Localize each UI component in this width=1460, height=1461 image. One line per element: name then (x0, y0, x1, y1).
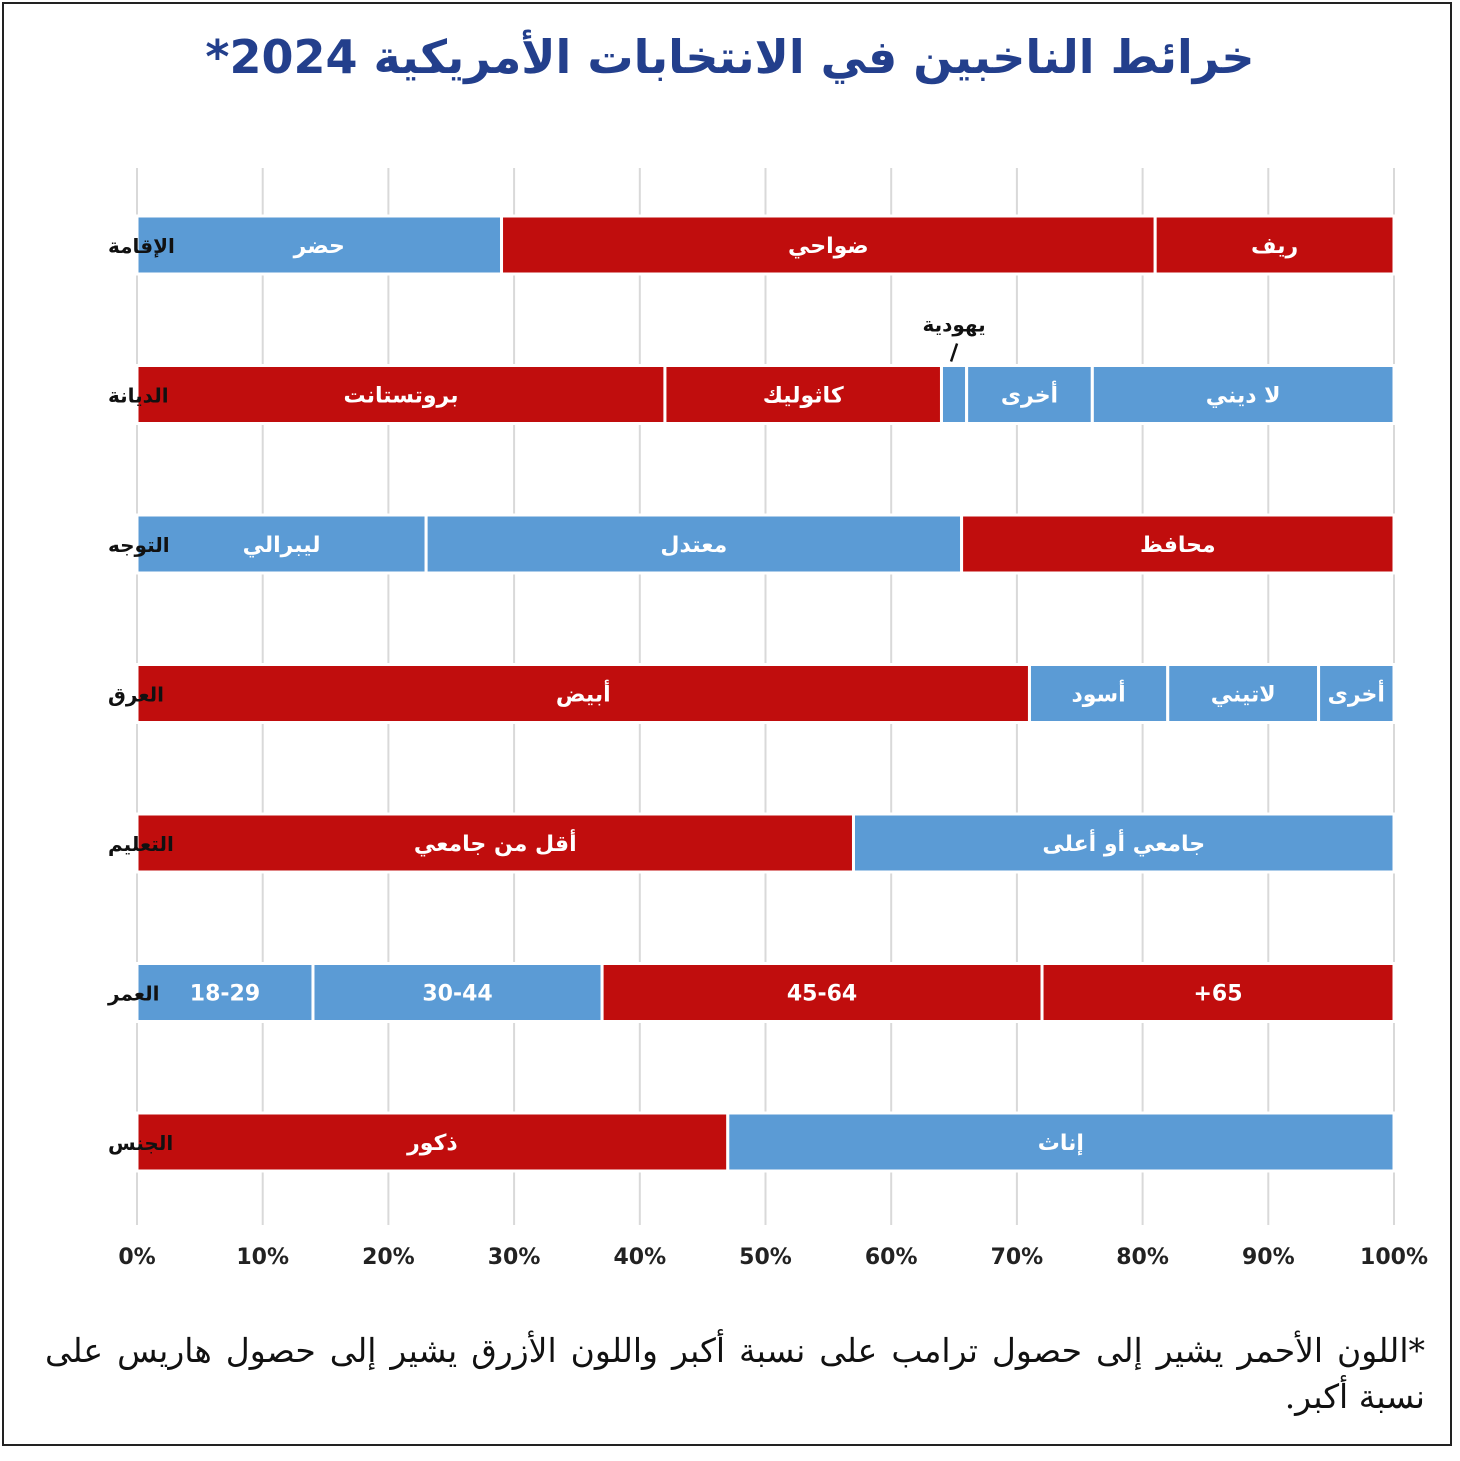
row-label: الديانة (108, 384, 169, 408)
bar-segment (135, 962, 315, 1023)
bar-segment (1317, 663, 1396, 724)
bar-segment (939, 364, 969, 425)
bar-segment (135, 812, 855, 874)
segment-label: ريف (1251, 234, 1298, 259)
x-tick-label: 10% (236, 1245, 289, 1270)
bar-segment (1153, 214, 1396, 276)
stacked-bar-chart: 0% 10% 20% 30% 40% 50% 60% 70% 80% 90% 100% الإقامة… (107, 168, 1428, 1270)
segment-label: 45-64 (787, 982, 857, 1007)
bar-segment (500, 214, 1157, 276)
x-tick-label: 20% (362, 1245, 415, 1270)
segment-label: ضواحي (788, 234, 869, 259)
x-tick-label: 0% (118, 1245, 155, 1270)
segment-label: أبيض (556, 679, 611, 708)
callout-label: يهودية (922, 313, 985, 337)
row-label: الجنس (108, 1131, 173, 1155)
segment-label: إناث (1038, 1131, 1084, 1156)
x-tick-label: 60% (865, 1245, 918, 1270)
x-tick-label: 100% (1360, 1245, 1428, 1270)
bar-segment (960, 513, 1396, 575)
x-tick-label: 70% (991, 1245, 1044, 1270)
segment-label: 30-44 (422, 982, 492, 1007)
x-tick-label: 80% (1116, 1245, 1169, 1270)
segment-label: ذكور (406, 1131, 458, 1156)
segment-label: 65+ (1193, 982, 1242, 1007)
bar-segment (1166, 663, 1321, 724)
segment-label: أخرى (1001, 380, 1058, 409)
bar-segment (1040, 962, 1396, 1023)
x-tick-label: 40% (613, 1245, 666, 1270)
segment-label: محافظ (1140, 533, 1216, 558)
row-label: العمر (107, 982, 160, 1006)
segment-label: ليبرالي (243, 533, 321, 558)
row-label: التعليم (108, 832, 174, 856)
segment-label: جامعي أو أعلى (1042, 828, 1205, 857)
x-tick-label: 30% (488, 1245, 541, 1270)
segment-label: 18-29 (190, 982, 260, 1007)
bar-segment (135, 1111, 730, 1173)
segment-label: معتدل (660, 533, 727, 558)
bar-segment (135, 513, 428, 575)
x-tick-label: 50% (739, 1245, 792, 1270)
bar-segment (965, 364, 1094, 425)
segment-label: بروتستانت (343, 384, 458, 409)
bar-segment (1090, 364, 1396, 425)
x-tick-label: 90% (1242, 1245, 1295, 1270)
bar-segment (600, 962, 1044, 1023)
segment-label: أسود (1071, 679, 1125, 708)
segment-label: لا ديني (1206, 384, 1281, 409)
labels: 0% 10% 20% 30% 40% 50% 60% 70% 80% 90% 100% الإقامة… (107, 234, 1428, 1270)
footnote: *اللون الأحمر يشير إلى حصول ترامب على نس… (45, 1331, 1425, 1416)
segment-label: كاثوليك (763, 384, 844, 409)
bar-segment (424, 513, 964, 575)
row-label: التوجه (108, 533, 170, 557)
bar-segment (726, 1111, 1396, 1173)
bars (135, 214, 1396, 1173)
segment-label: أقل من جامعي (414, 828, 577, 857)
callout-line (949, 343, 959, 362)
row-label: العرق (108, 683, 164, 707)
chart-title: خرائط الناخبين في الانتخابات الأمريكية 2… (205, 30, 1255, 84)
segment-label: لاتيني (1211, 683, 1276, 708)
row-label: الإقامة (108, 234, 175, 258)
segment-label: أخرى (1328, 679, 1385, 708)
bar-segment (851, 812, 1396, 874)
segment-label: حضر (293, 234, 345, 259)
